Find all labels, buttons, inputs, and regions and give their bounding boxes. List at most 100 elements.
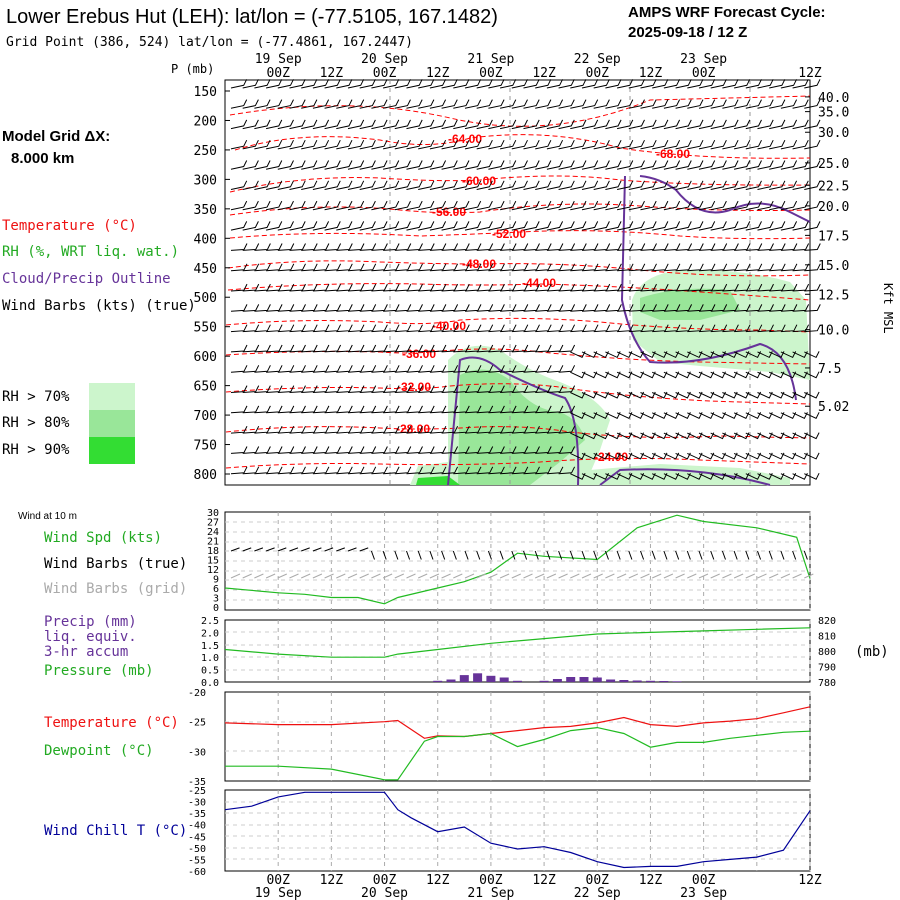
legend-rh80: RH > 80% [2,415,70,431]
wind-barb [710,160,727,170]
wind-barb [500,344,517,353]
wind-barb [698,79,716,89]
wind-barb [242,263,260,272]
wind-barb [464,160,482,170]
wind-barb [687,304,704,312]
pressure-tick-label: 650 [194,380,217,395]
wind-barb [254,304,271,312]
wind-barb [441,283,459,292]
wind-barb [230,324,248,333]
wind-barb [277,283,295,292]
wind-barb-grid [534,573,545,579]
wind-barb [535,304,552,312]
wind-barb-grid [453,573,463,579]
wind-barb-true [768,550,773,560]
precip-bar [486,675,496,682]
wind-barb [605,180,622,190]
wind-barb [336,119,353,130]
wind-barb [476,221,493,231]
time-tick-label: 12Z [320,873,344,888]
wind-barb [733,79,751,89]
precip-bar [619,680,629,682]
wind-barb [312,405,330,414]
wind-barb [277,160,294,170]
wind-barb [593,200,610,211]
wind-barb-true [277,547,287,552]
wind-barb [500,405,517,414]
wind-barb [406,200,423,211]
wind-barb [733,200,751,211]
wind-barb-grid [616,573,627,579]
wind-barb [663,324,681,333]
wind-barb [535,79,552,89]
wind-barb [359,119,376,130]
wind-barb-grid [733,573,744,579]
wind-barb [464,324,482,333]
wind-barb [254,221,271,231]
wind-barb [769,139,786,150]
wind-barb [780,160,798,170]
wind-speed-label: Wind Spd (kts) [44,530,162,546]
wind-barb [312,446,330,454]
profile-wind-barbs [230,79,821,480]
wind-barb [535,221,552,231]
wind-barb [254,344,271,353]
wind-barb [605,221,622,231]
model-grid-label: Model Grid ΔX: [2,128,110,145]
wind-barb [628,180,645,190]
time-tick-label: 00Z [373,873,397,888]
wind-barb [312,243,330,251]
wind-barb [593,139,610,150]
wind-barb [581,283,599,292]
wind-barb-true [324,547,334,552]
wind-barb [359,79,376,89]
wind-barb [418,344,435,353]
wind-barb [476,79,493,89]
wind-barb [780,119,798,130]
wind-barb [581,221,599,231]
wind-barb-true [476,550,481,560]
wind-barb [242,283,260,292]
wind-barb [792,304,810,312]
wind-barb [429,405,447,414]
wind-barb [464,139,482,150]
wind-barb [254,283,271,292]
wind-barb [418,304,435,312]
wind-barb-true [441,550,446,560]
wind-barb [757,243,774,251]
pressure-ticks: 150 200 250 300 350 400 450 500 550 600 650 700 750 8… [194,85,230,483]
wind-barb-grid [230,573,241,579]
wind-barb [675,324,693,333]
wind-barb [628,139,645,150]
wind-speed-line [224,514,811,605]
wind-barb [359,139,376,150]
wind-barb [324,180,341,190]
wind-barb [523,139,540,150]
wind-barb [476,324,494,333]
wind-barb [710,263,728,272]
wind-barb [558,344,576,353]
wind-barb [675,139,692,150]
wind-barb [558,119,575,130]
wind-barb [570,283,587,292]
wind-barb [476,139,493,150]
temperature-labels: -64.00 -68.00 -60.00 -56.00 -52.00 -48.0… [396,132,690,464]
wind-barb [359,99,376,109]
wind-barb [745,304,763,312]
wind-barb [441,385,459,393]
wind-barb [312,425,330,434]
wind-barb [616,99,634,109]
wind-barb [675,180,692,190]
forecast-cycle-line1: AMPS WRF Forecast Cycle: [628,4,826,21]
pressure-tick-label: 800 [194,468,217,483]
wind-barb [617,283,634,292]
y-tick-label: 0.5 [201,666,219,677]
wind-barb [733,160,751,170]
height-tick-label: 30.0 [818,126,849,141]
wind-barb [687,99,704,109]
wind-barb [488,385,505,393]
wind-barb [301,160,318,170]
wind-barb [453,283,470,292]
precip-bar [566,677,576,682]
wind-barb-true [686,550,691,560]
